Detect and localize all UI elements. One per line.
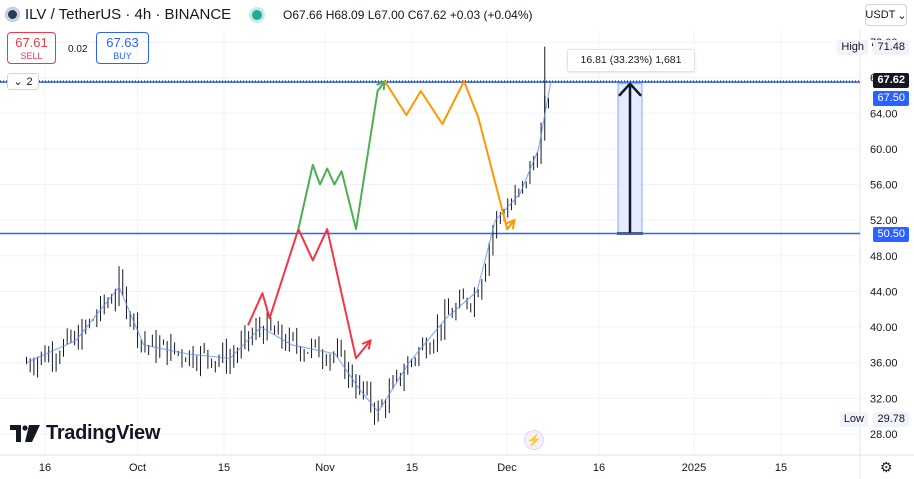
- y-tick-label: 36.00: [870, 358, 898, 370]
- measure-label: 16.81 (33.23%) 1,681: [567, 49, 695, 72]
- red-projection-path: [247, 228, 372, 360]
- indicator-count: 2: [26, 75, 33, 88]
- tradingview-logo-icon: [10, 425, 40, 442]
- measure-arrow-head: [618, 81, 642, 97]
- low-value-tag: 29.78: [873, 412, 909, 427]
- high-label: High: [837, 40, 868, 55]
- y-tick-label: 52.00: [870, 215, 898, 227]
- y-tick-label: 48.00: [870, 251, 898, 263]
- chevron-down-icon: ⌄: [13, 76, 23, 88]
- x-tick-label: Nov: [315, 462, 335, 474]
- x-tick-label: 15: [218, 462, 230, 474]
- symbol-title[interactable]: ILV / TetherUS · 4h · BINANCE: [25, 6, 232, 23]
- support-line-tag: 50.50: [873, 227, 909, 242]
- sell-price: 67.61: [15, 35, 48, 50]
- x-tick-label: 16: [593, 462, 605, 474]
- price-line: [26, 81, 552, 413]
- indicators-toggle-button[interactable]: ⌄ 2: [7, 73, 39, 90]
- y-tick-label: 56.00: [870, 180, 898, 192]
- market-open-icon: [252, 10, 262, 20]
- spread-value: 0.02: [68, 44, 88, 55]
- red-projection-path-arrowhead: [361, 338, 372, 350]
- y-tick-label: 32.00: [870, 393, 898, 405]
- last-price-tag: 67.62: [873, 73, 909, 88]
- currency-selector[interactable]: USDT ⌄: [865, 4, 907, 26]
- settings-gear-icon[interactable]: ⚙: [880, 459, 893, 475]
- tradingview-wordmark: TradingView: [46, 422, 161, 444]
- chevron-down-icon: ⌄: [897, 9, 907, 22]
- high-value-tag: 71.48: [873, 40, 909, 55]
- sell-button[interactable]: 67.61 SELL: [7, 32, 56, 64]
- orange-projection-path: [383, 80, 516, 231]
- lightning-icon[interactable]: ⚡: [524, 430, 544, 450]
- currency-label: USDT: [865, 9, 896, 21]
- green-projection-path: [297, 80, 386, 231]
- tradingview-logo: TradingView: [10, 422, 160, 445]
- sell-label: SELL: [20, 51, 43, 61]
- buy-price: 67.63: [106, 35, 139, 50]
- x-tick-label: 2025: [682, 462, 706, 474]
- x-tick-label: 15: [775, 462, 787, 474]
- x-tick-label: Dec: [497, 462, 517, 474]
- y-tick-label: 64.00: [870, 108, 898, 120]
- y-tick-label: 60.00: [870, 144, 898, 156]
- x-tick-label: 16: [39, 462, 51, 474]
- x-tick-label: 15: [406, 462, 418, 474]
- orange-projection-path-arrowhead: [505, 218, 516, 230]
- chart-header: ILV / TetherUS · 4h · BINANCE O67.66 H68…: [0, 0, 860, 30]
- x-tick-label: Oct: [129, 462, 146, 474]
- low-label: Low: [839, 412, 868, 427]
- y-tick-label: 40.00: [870, 322, 898, 334]
- horizontal-line-tag: 67.50: [873, 91, 909, 106]
- y-tick-label: 44.00: [870, 286, 898, 298]
- buy-button[interactable]: 67.63 BUY: [96, 32, 149, 64]
- ohlc-values: O67.66 H68.09 L67.00 C67.62 +0.03 (+0.04…: [283, 8, 533, 22]
- ilv-logo-icon: [5, 7, 20, 22]
- buy-label: BUY: [113, 51, 132, 61]
- y-tick-label: 28.00: [870, 429, 898, 441]
